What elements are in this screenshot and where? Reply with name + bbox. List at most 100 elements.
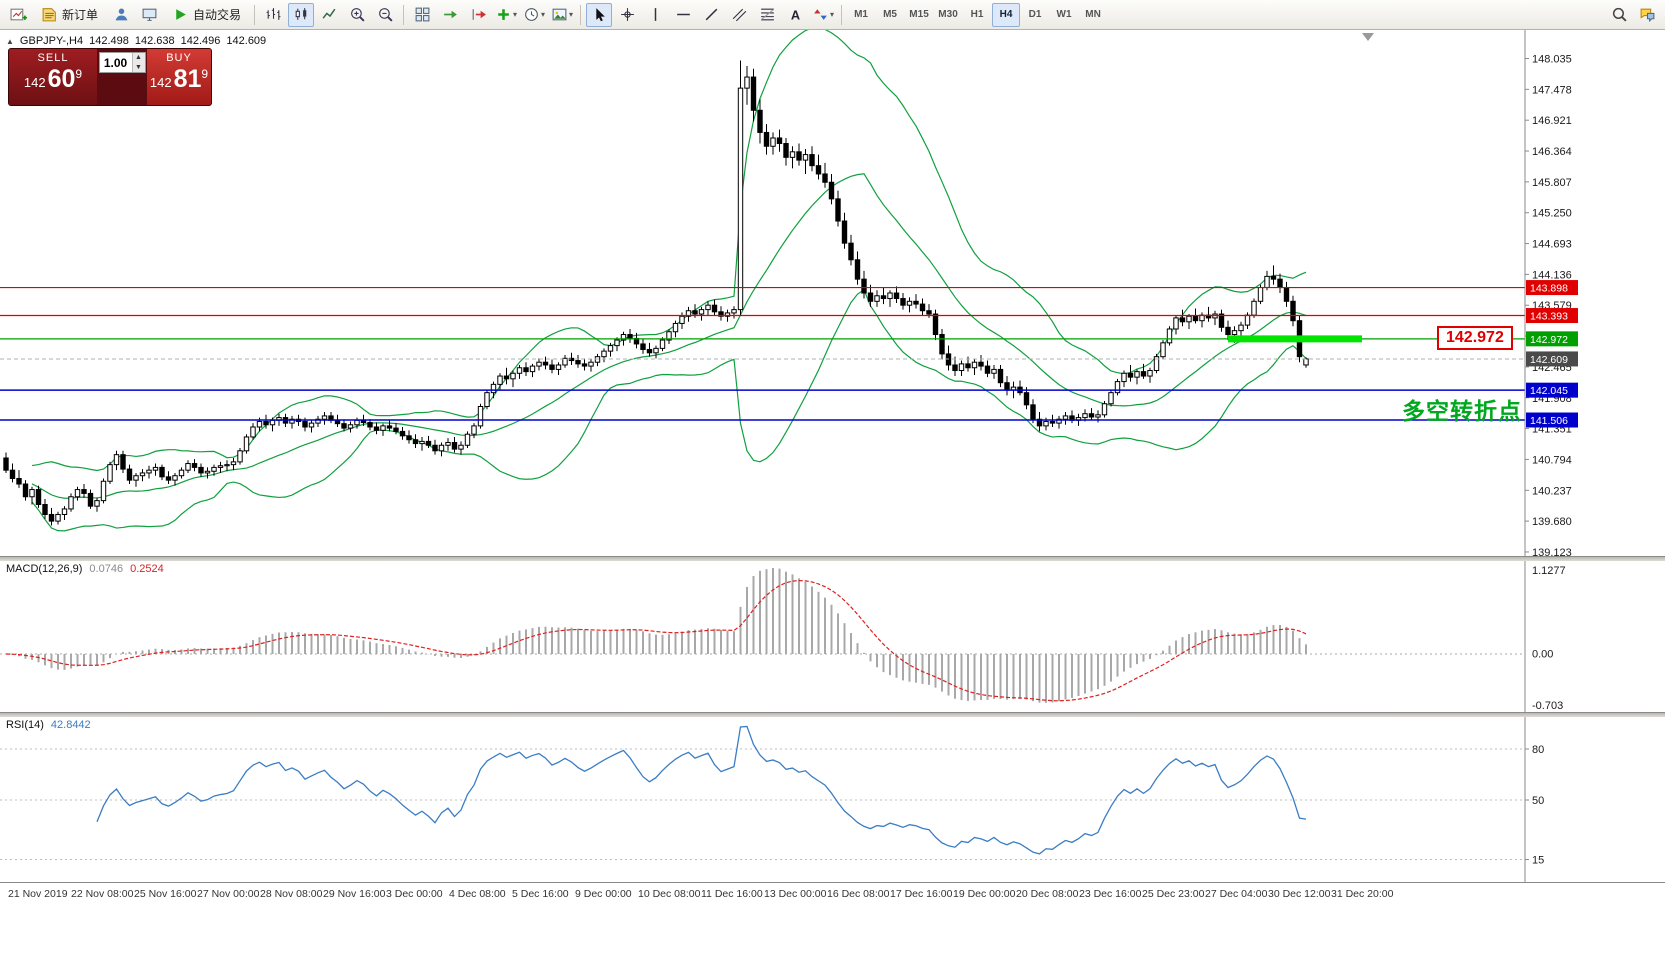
candle [1030,399,1036,424]
candle [1218,309,1225,332]
new-order-button[interactable]: 新订单 [33,3,106,27]
tf-button-M1[interactable]: M1 [854,9,868,20]
price-axis-bg [1525,716,1665,882]
cursor-button[interactable] [586,2,613,27]
macd-panel[interactable]: 1.1277 0.00 -0.703 [0,560,1665,712]
candle [653,345,659,359]
chart-shift-button[interactable] [465,3,491,27]
buy-button[interactable]: BUY 142819 [147,49,211,105]
candle [893,286,900,303]
candle [81,484,87,498]
candle [1101,400,1108,418]
time-label: 5 Dec 16:00 [512,888,569,900]
panel-separator[interactable] [0,712,1665,717]
candle [770,132,776,155]
chart-shift-marker[interactable] [1362,33,1374,41]
symbol-period: GBPJPY-,H4 [19,35,84,47]
candle [1134,369,1140,385]
price-axis-label: 147.478 [1532,84,1572,96]
candle [445,438,451,451]
candle [750,68,757,122]
candle [997,364,1004,388]
vertical-line-button[interactable] [642,3,668,27]
tf-button-H1[interactable]: H1 [970,9,984,20]
profiles-button[interactable] [108,3,134,27]
tile-windows-button[interactable] [409,3,435,27]
channel-button[interactable] [726,3,752,27]
candle [9,463,16,483]
candle [1140,363,1147,379]
tf-button-W1[interactable]: W1 [1056,9,1072,20]
candle [640,338,646,354]
lot-increase-button[interactable]: ▲ [135,54,142,61]
templates-button[interactable]: ▾ [549,3,575,27]
candle [835,190,841,227]
rsi-panel[interactable]: 80 50 15 [0,716,1665,882]
arrow-objects-button[interactable]: ▾ [810,3,836,27]
time-label: 22 Nov 08:00 [71,888,134,900]
turning-point-annotation[interactable]: 多空转折点 [1402,398,1522,424]
candle [685,306,692,322]
svg-text:142.045: 142.045 [1530,385,1568,397]
market-watch-button[interactable] [136,3,162,27]
periods-button[interactable]: ▾ [521,3,547,27]
candle [1160,340,1166,360]
zoom-out-button[interactable] [372,3,398,27]
candle [718,306,724,321]
sell-button[interactable]: SELL 142609 [9,49,97,105]
candle [68,493,74,512]
new-chart-button[interactable] [5,3,31,27]
tf-button-H4[interactable]: H4 [992,2,1021,27]
auto-scroll-button[interactable] [437,3,463,27]
time-label: 17 Dec 16:00 [890,888,953,900]
candle [900,293,906,310]
tf-button-MN[interactable]: MN [1085,9,1101,20]
candle [1153,353,1160,374]
indicators-button[interactable]: ▾ [493,3,519,27]
chart-candles-button[interactable] [288,2,315,27]
text-button[interactable]: A [782,3,808,27]
candle [854,251,861,285]
candle [763,124,770,155]
candle [464,431,471,449]
chart-line-button[interactable] [316,3,342,27]
candle [185,460,191,473]
chart-bg [0,30,1665,556]
search-button[interactable] [1606,3,1632,27]
timeframe-bar: M1 M5 M15 M30 H1 H4 D1 W1 MN [847,2,1107,27]
time-label: 25 Dec 23:00 [1142,888,1205,900]
time-label: 13 Dec 00:00 [764,888,827,900]
pivot-price-label[interactable]: 142.972 [1437,326,1513,350]
candle [107,461,113,485]
lot-size-input[interactable] [99,53,132,72]
fibonacci-button[interactable] [754,3,780,27]
crosshair-button[interactable] [614,3,640,27]
candle [581,358,588,371]
trendline-button[interactable] [698,3,724,27]
panel-toggle-icon[interactable]: ▲ [6,36,14,46]
ohlc-high: 142.638 [134,35,175,47]
tf-button-D1[interactable]: D1 [1028,9,1042,20]
candle [503,367,510,385]
candle [321,412,328,425]
candle [841,212,848,249]
candle [386,420,393,432]
tf-button-M15[interactable]: M15 [909,9,929,20]
candle [347,421,354,433]
community-chat-button[interactable] [1634,3,1660,27]
candle [367,419,373,431]
tf-button-M5[interactable]: M5 [883,9,897,20]
panel-separator[interactable] [0,556,1665,561]
candle [1121,370,1127,388]
macd-axis-label: -0.703 [1532,700,1563,712]
price-chart[interactable]: 148.035 147.478 146.921 146.364 145.807 145.2… [0,30,1665,556]
horizontal-line-button[interactable] [670,3,696,27]
candle [237,448,243,465]
macd-axis-label: 0.00 [1532,649,1553,661]
lot-decrease-button[interactable]: ▼ [135,63,142,71]
sell-price: 142609 [23,65,83,93]
chart-bars-button[interactable] [260,3,286,27]
tf-button-M30[interactable]: M30 [938,9,958,20]
autotrade-button[interactable]: 自动交易 [164,3,249,27]
zoom-in-button[interactable] [344,3,370,27]
